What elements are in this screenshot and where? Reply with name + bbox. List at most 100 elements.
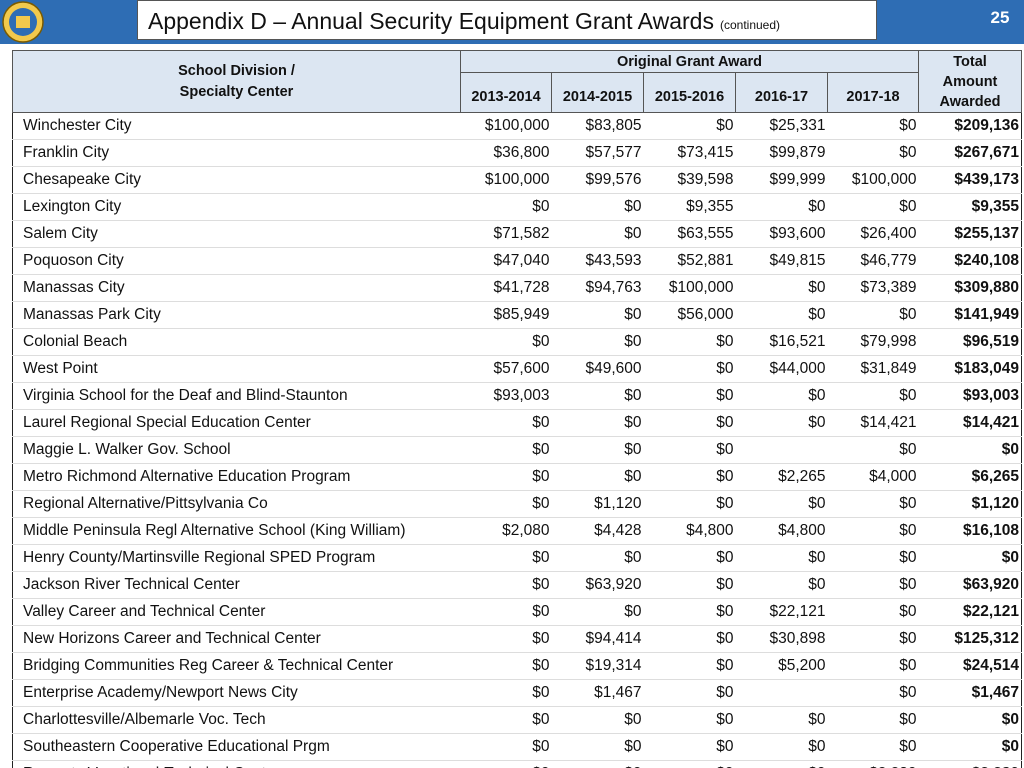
amount-cell: $79,998 [827, 328, 919, 356]
total-cell: $93,003 [918, 382, 1022, 410]
amount-cell: $43,593 [551, 247, 644, 275]
total-cell: $24,514 [918, 652, 1022, 680]
data-row: Southeastern Cooperative Educational Prg… [12, 733, 1022, 761]
amount-cell: $0 [827, 733, 919, 761]
total-cell: $1,120 [918, 490, 1022, 518]
amount-cell: $0 [460, 625, 552, 653]
data-row: Charlottesville/Albemarle Voc. Tech $0 $0 $… [12, 706, 1022, 734]
amount-cell: $2,080 [460, 517, 552, 545]
amount-cell: $47,040 [460, 247, 552, 275]
row-name: Maggie L. Walker Gov. School [12, 436, 461, 464]
total-cell: $16,108 [918, 517, 1022, 545]
amount-cell: $63,920 [551, 571, 644, 599]
amount-cell: $0 [551, 463, 644, 491]
amount-cell: $100,000 [460, 112, 552, 140]
row-name: Charlottesville/Albemarle Voc. Tech [12, 706, 461, 734]
table-body: Winchester City $100,000 $83,805 $0 $25,331 $… [12, 112, 1022, 768]
amount-cell: $19,314 [551, 652, 644, 680]
total-cell: $0 [918, 544, 1022, 572]
amount-cell: $0 [643, 760, 736, 768]
amount-cell: $0 [460, 598, 552, 626]
data-row: Henry County/Martinsville Regional SPED … [12, 544, 1022, 572]
amount-cell: $0 [551, 382, 644, 410]
amount-cell: $0 [460, 760, 552, 768]
row-name: Regional Alternative/Pittsylvania Co [12, 490, 461, 518]
total-cell: $0 [918, 706, 1022, 734]
amount-cell: $0 [643, 706, 736, 734]
amount-cell: $0 [643, 571, 736, 599]
amount-cell: $0 [735, 301, 828, 329]
amount-cell: $4,800 [735, 517, 828, 545]
total-cell: $309,880 [918, 274, 1022, 302]
amount-cell: $0 [735, 274, 828, 302]
amount-cell: $0 [460, 193, 552, 221]
row-name: Valley Career and Technical Center [12, 598, 461, 626]
data-row: New Horizons Career and Technical Center… [12, 625, 1022, 653]
amount-cell: $0 [460, 436, 552, 464]
amount-cell: $0 [460, 679, 552, 707]
amount-cell: $5,200 [735, 652, 828, 680]
row-name: Franklin City [12, 139, 461, 167]
data-row: Middle Peninsula Regl Alternative School… [12, 517, 1022, 545]
amount-cell: $0 [643, 409, 736, 437]
data-row: Colonial Beach $0 $0 $0 $16,521 $79,998 $96,51… [12, 328, 1022, 356]
amount-cell: $0 [827, 517, 919, 545]
amount-cell: $4,800 [643, 517, 736, 545]
amount-cell: $0 [643, 598, 736, 626]
row-name: Laurel Regional Special Education Center [12, 409, 461, 437]
amount-cell: $26,400 [827, 220, 919, 248]
title-box: Appendix D – Annual Security Equipment G… [137, 0, 877, 40]
amount-cell: $4,428 [551, 517, 644, 545]
amount-cell: $0 [643, 328, 736, 356]
amount-cell: $0 [460, 706, 552, 734]
amount-cell: $1,120 [551, 490, 644, 518]
amount-cell: $63,555 [643, 220, 736, 248]
data-row: Enterprise Academy/Newport News City $0 $1… [12, 679, 1022, 707]
amount-cell: $0 [643, 625, 736, 653]
amount-cell: $0 [643, 355, 736, 383]
amount-cell: $41,728 [460, 274, 552, 302]
data-row: Chesapeake City $100,000 $99,576 $39,598 $99… [12, 166, 1022, 194]
amount-cell: $49,600 [551, 355, 644, 383]
amount-cell: $0 [827, 382, 919, 410]
amount-cell: $0 [827, 625, 919, 653]
amount-cell: $0 [827, 193, 919, 221]
data-row: West Point $57,600 $49,600 $0 $44,000 $31,849… [12, 355, 1022, 383]
amount-cell: $46,779 [827, 247, 919, 275]
amount-cell: $0 [551, 436, 644, 464]
amount-cell: $36,800 [460, 139, 552, 167]
subtitle: (continued) [719, 18, 781, 32]
year-header: 2016-17 [735, 72, 828, 113]
row-name: Enterprise Academy/Newport News City [12, 679, 461, 707]
total-cell: $22,121 [918, 598, 1022, 626]
row-name: Lexington City [12, 193, 461, 221]
data-row: Virginia School for the Deaf and Blind-S… [12, 382, 1022, 410]
name-header-line: Specialty Center [179, 83, 294, 100]
amount-cell: $1,467 [551, 679, 644, 707]
total-cell: $1,467 [918, 679, 1022, 707]
amount-cell: $0 [460, 652, 552, 680]
amount-cell: $99,879 [735, 139, 828, 167]
total-cell: $0 [918, 733, 1022, 761]
amount-cell: $0 [735, 490, 828, 518]
data-row: Valley Career and Technical Center $0 $0 $0… [12, 598, 1022, 626]
amount-cell: $0 [735, 733, 828, 761]
amount-cell: $2,280 [827, 760, 919, 768]
year-header: 2015-2016 [643, 72, 736, 113]
data-row: Regional Alternative/Pittsylvania Co $0 $1… [12, 490, 1022, 518]
amount-cell: $57,600 [460, 355, 552, 383]
amount-cell: $100,000 [643, 274, 736, 302]
amount-cell: $0 [735, 571, 828, 599]
row-name: Middle Peninsula Regl Alternative School… [12, 517, 461, 545]
amount-cell: $49,815 [735, 247, 828, 275]
data-row: Franklin City $36,800 $57,577 $73,415 $99,87… [12, 139, 1022, 167]
amount-cell: $0 [551, 760, 644, 768]
amount-cell: $0 [735, 409, 828, 437]
total-cell: $96,519 [918, 328, 1022, 356]
row-name: Metro Richmond Alternative Education Pro… [12, 463, 461, 491]
amount-cell: $83,805 [551, 112, 644, 140]
data-row: Rowanty Vocational-Technical Center$0$0$… [12, 760, 1022, 768]
amount-cell: $0 [643, 112, 736, 140]
amount-cell: $4,000 [827, 463, 919, 491]
amount-cell: $93,600 [735, 220, 828, 248]
